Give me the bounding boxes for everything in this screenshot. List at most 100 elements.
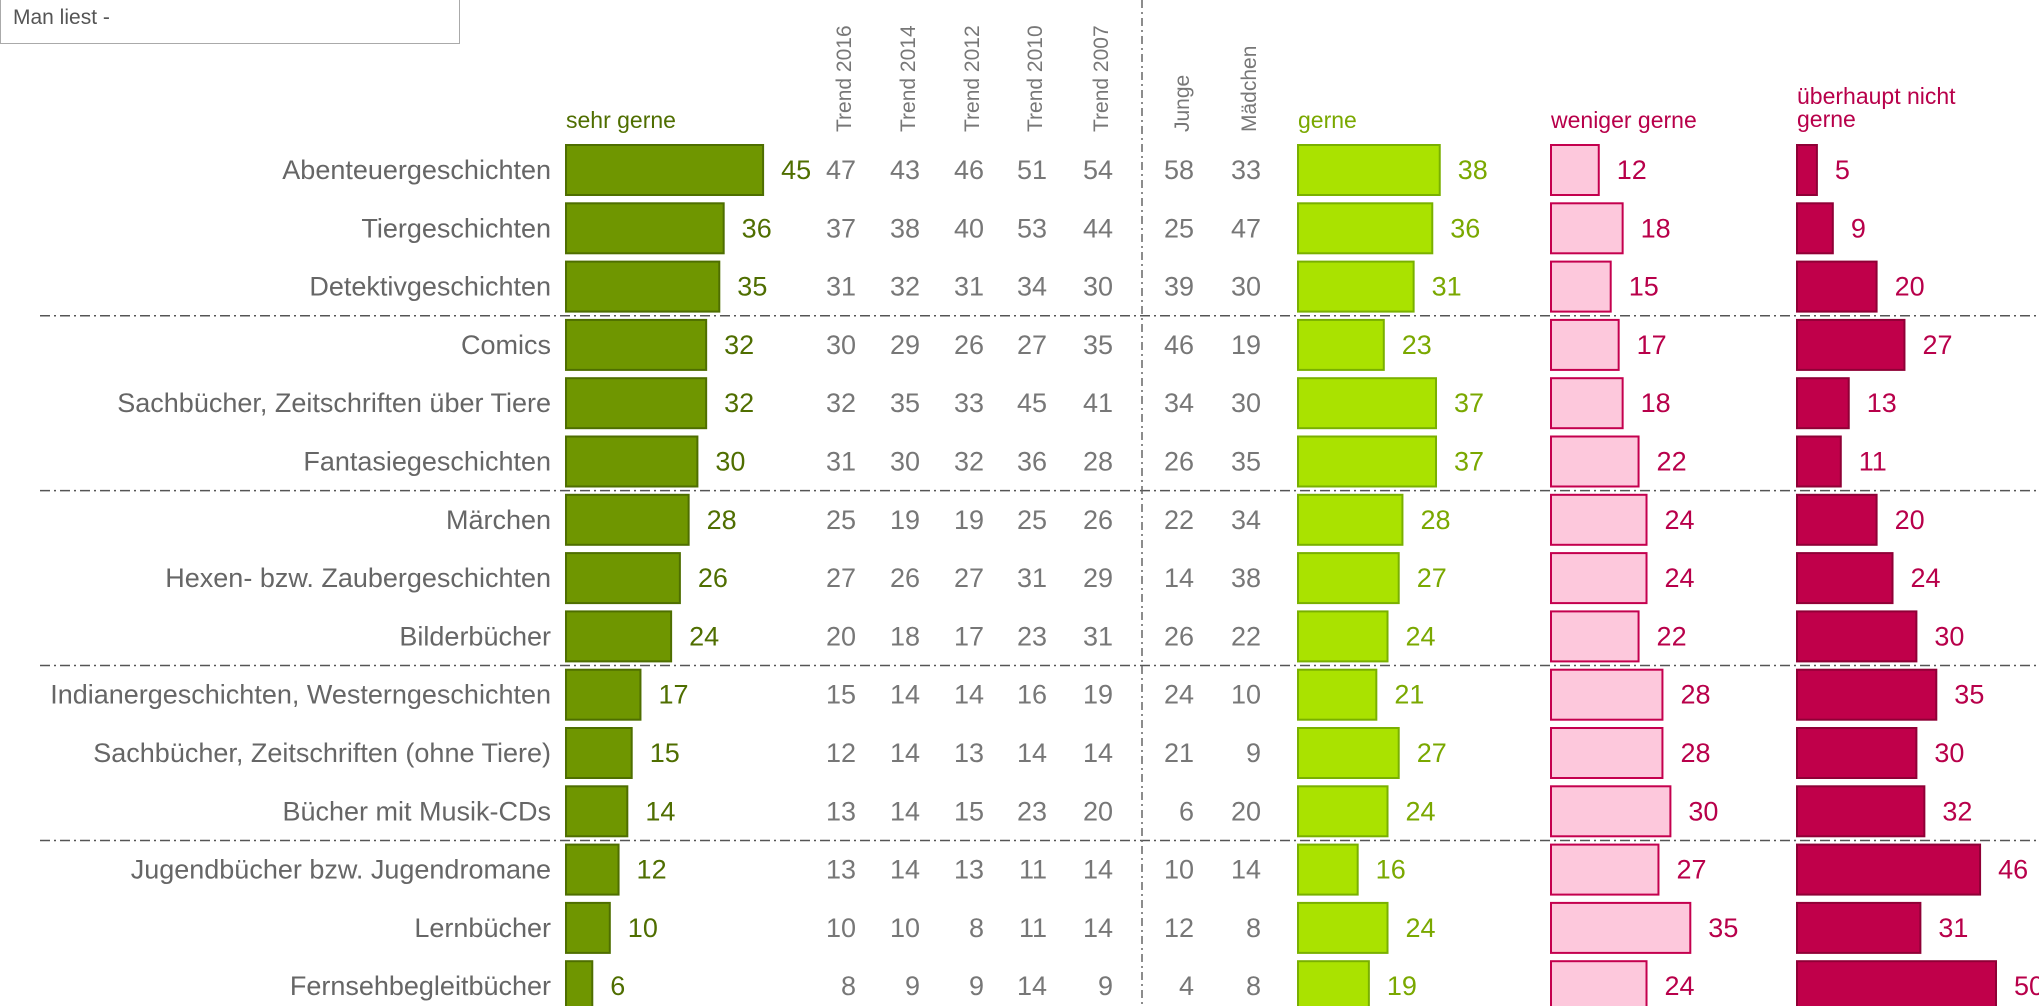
bar <box>565 960 594 1006</box>
data-label: 14 <box>645 796 675 826</box>
data-label: 35 <box>1954 680 1984 710</box>
data-label: 15 <box>1629 272 1659 302</box>
column-value: 21 <box>1164 738 1194 768</box>
column-value: 47 <box>1231 213 1261 243</box>
bar <box>1297 785 1389 838</box>
bar <box>565 493 690 546</box>
column-value: 9 <box>1246 738 1261 768</box>
data-label: 12 <box>637 855 667 885</box>
column-value: 9 <box>905 971 920 1001</box>
bar <box>1550 202 1624 255</box>
data-label: 9 <box>1851 213 1866 243</box>
data-label: 28 <box>1680 738 1710 768</box>
data-label: 30 <box>1688 796 1718 826</box>
column-value: 30 <box>1231 272 1261 302</box>
bar <box>1796 435 1842 488</box>
column-value: 6 <box>1179 796 1194 826</box>
data-label: 20 <box>1895 505 1925 535</box>
category-label: Detektivgeschichten <box>309 272 551 302</box>
column-header: Trend 2007 <box>1090 25 1113 132</box>
data-label: 11 <box>1859 447 1887 477</box>
bar <box>565 843 620 896</box>
column-value: 26 <box>954 330 984 360</box>
data-label: 22 <box>1657 621 1687 651</box>
column-value: 38 <box>890 213 920 243</box>
data-label: 32 <box>1942 796 1972 826</box>
column-value: 4 <box>1179 971 1194 1001</box>
bar <box>1297 610 1389 663</box>
bar <box>565 785 629 838</box>
bar <box>1796 785 1926 838</box>
category-label: Jugendbücher bzw. Jugendromane <box>131 855 551 885</box>
series-header: weniger gerne <box>1550 107 1697 133</box>
column-value: 39 <box>1164 272 1194 302</box>
data-label: 23 <box>1402 330 1432 360</box>
bar <box>1297 552 1400 605</box>
data-label: 38 <box>1458 155 1488 185</box>
column-value: 32 <box>826 388 856 418</box>
column-value: 26 <box>1164 447 1194 477</box>
bar <box>565 144 765 196</box>
data-label: 20 <box>1895 272 1925 302</box>
bar <box>1550 960 1648 1006</box>
column-value: 24 <box>1164 680 1194 710</box>
column-value: 26 <box>890 563 920 593</box>
bar <box>1796 901 1922 954</box>
category-label: Abenteuergeschichten <box>282 155 551 185</box>
data-label: 5 <box>1835 155 1850 185</box>
column-value: 15 <box>826 680 856 710</box>
bar <box>1796 668 1938 721</box>
column-value: 14 <box>890 680 920 710</box>
column-value: 10 <box>826 913 856 943</box>
bar <box>1550 610 1640 663</box>
bar <box>1796 202 1834 255</box>
data-label: 30 <box>715 447 745 477</box>
bar <box>1297 493 1404 546</box>
column-value: 31 <box>1017 563 1047 593</box>
data-label: 19 <box>1387 971 1417 1001</box>
column-value: 25 <box>826 505 856 535</box>
bar <box>1297 843 1359 896</box>
column-value: 32 <box>890 272 920 302</box>
data-label: 22 <box>1657 447 1687 477</box>
column-value: 17 <box>954 621 984 651</box>
column-value: 20 <box>1083 796 1113 826</box>
column-value: 13 <box>954 855 984 885</box>
column-value: 19 <box>954 505 984 535</box>
column-value: 31 <box>954 272 984 302</box>
column-header: Mädchen <box>1238 46 1261 132</box>
bar <box>1796 960 1997 1006</box>
column-value: 40 <box>954 213 984 243</box>
filter-box[interactable]: Man liest - <box>0 0 460 44</box>
column-value: 11 <box>1019 913 1047 943</box>
column-value: 46 <box>954 155 984 185</box>
column-value: 30 <box>890 447 920 477</box>
column-value: 38 <box>1231 563 1261 593</box>
bar <box>1796 318 1906 371</box>
column-value: 37 <box>826 213 856 243</box>
bar <box>565 552 681 605</box>
data-label: 30 <box>1934 621 1964 651</box>
data-label: 21 <box>1394 680 1424 710</box>
column-value: 36 <box>1017 447 1047 477</box>
bar <box>1796 552 1894 605</box>
category-label: Lernbücher <box>414 913 551 943</box>
column-value: 10 <box>1164 855 1194 885</box>
data-label: 16 <box>1376 855 1406 885</box>
bar <box>1297 318 1385 371</box>
bar <box>565 260 721 313</box>
column-header: Trend 2012 <box>961 25 984 132</box>
column-value: 14 <box>890 796 920 826</box>
category-label: Märchen <box>446 505 551 535</box>
column-value: 8 <box>841 971 856 1001</box>
column-value: 14 <box>890 855 920 885</box>
bar <box>1796 260 1878 313</box>
category-label: Indianergeschichten, Westerngeschichten <box>50 680 551 710</box>
column-value: 13 <box>954 738 984 768</box>
column-value: 25 <box>1017 505 1047 535</box>
column-value: 23 <box>1017 621 1047 651</box>
column-value: 35 <box>1231 447 1261 477</box>
bar <box>1550 144 1600 196</box>
bar <box>1796 144 1818 196</box>
bar <box>1550 785 1672 838</box>
